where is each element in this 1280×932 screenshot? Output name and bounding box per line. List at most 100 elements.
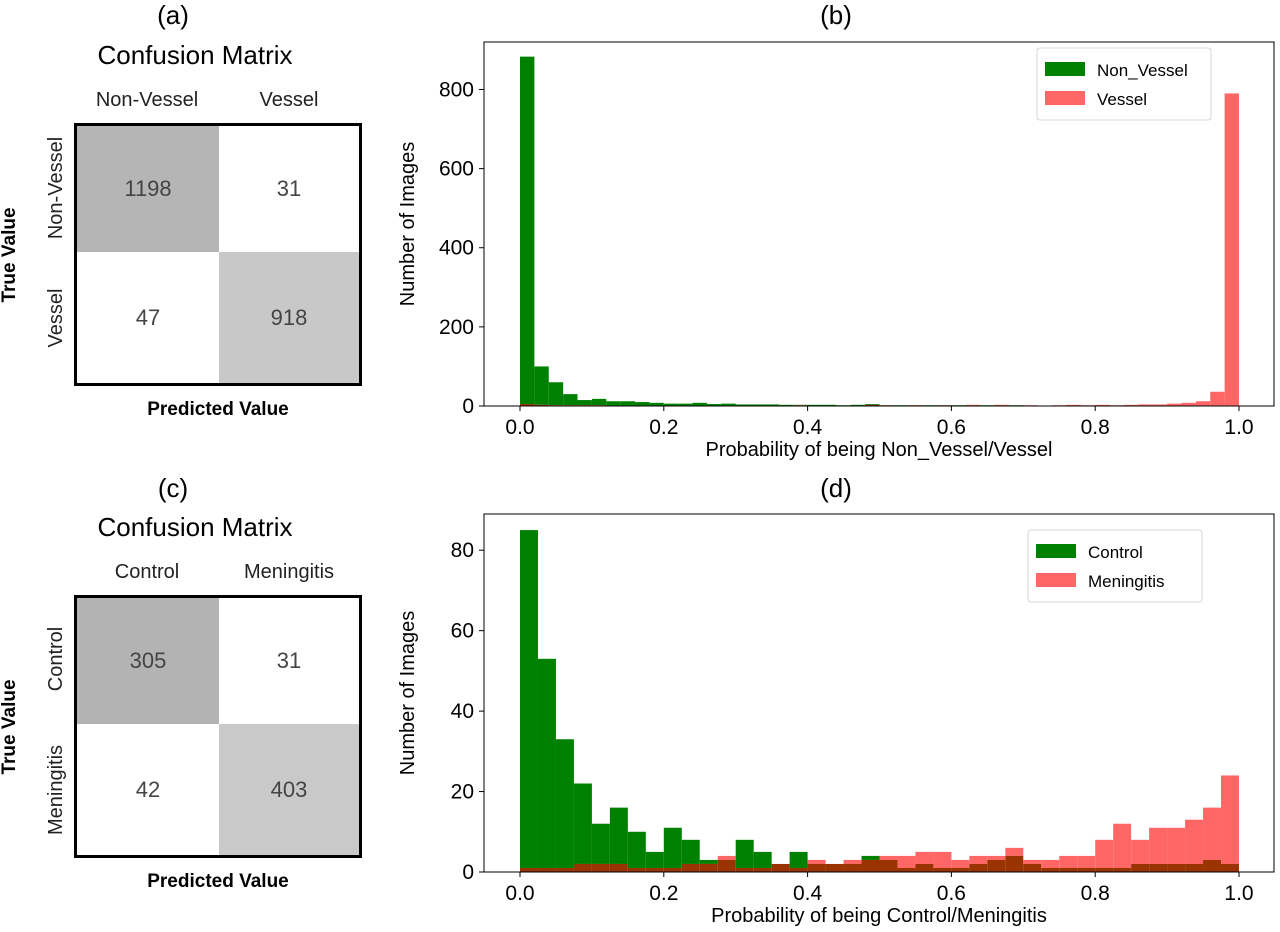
hist-bar (1066, 404, 1081, 406)
x-tick-label: 0.8 (1081, 416, 1110, 439)
hist-bar (620, 401, 636, 406)
hist-bar (645, 851, 664, 868)
hist-bar (717, 855, 736, 860)
hist-bar (807, 859, 826, 864)
panel-label-a: (a) (157, 0, 189, 30)
hist-bar (843, 859, 862, 864)
hist-bar-overlap (1167, 863, 1186, 872)
hist-bar-overlap (987, 859, 1006, 872)
cm-a-cell-tn: 1198 (77, 126, 219, 252)
hist-bar-overlap (861, 859, 880, 872)
hist-bar (1221, 775, 1239, 864)
hist-bar (563, 394, 578, 406)
hist-bar-overlap (843, 863, 862, 872)
hist-bar-overlap (1149, 863, 1168, 872)
hist-bar-overlap (933, 867, 952, 872)
hist-bar (861, 855, 880, 860)
cm-c-cell-tp: 403 (219, 724, 359, 855)
y-tick-label: 200 (439, 316, 474, 339)
hist-bar (865, 404, 880, 405)
hist-bar-overlap (879, 859, 898, 872)
col-header-meningitis: Meningitis (243, 561, 335, 583)
confusion-matrix-title-a: Confusion Matrix (97, 40, 293, 70)
hist-bar-overlap (753, 867, 772, 872)
legend-label: Vessel (1097, 90, 1147, 109)
hist-bar (609, 807, 628, 864)
hist-bar (735, 404, 751, 406)
hist-bar (548, 382, 564, 406)
hist-bar (1023, 859, 1042, 864)
hist-bar (1210, 391, 1225, 406)
hist-bar-overlap (1059, 867, 1078, 872)
hist-bar (969, 855, 988, 864)
hist-bar (753, 851, 772, 868)
hist-bar-overlap (1203, 859, 1222, 872)
y-axis-label: Number of Images (397, 611, 419, 776)
hist-bar (663, 827, 682, 868)
hist-bar-overlap (555, 867, 574, 872)
predicted-value-label-a: Predicted Value (147, 399, 289, 420)
hist-bar-overlap (1005, 855, 1024, 872)
histogram-d: 0.0 0.2 0.4 0.6 0.8 1.0 0 20 40 60 80 Probability o… (397, 513, 1275, 927)
hist-bar-overlap (627, 867, 646, 872)
histogram-b: 0.0 0.2 0.4 0.6 0.8 1.0 0 200 400 600 800 Probabili… (397, 41, 1275, 461)
hist-bar (778, 404, 794, 406)
legend-label: Meningitis (1088, 572, 1165, 591)
hist-bar (735, 839, 754, 868)
hist-bar (721, 403, 736, 406)
hist-bar (1095, 839, 1114, 868)
hist-bar (537, 658, 556, 868)
legend-box (1036, 47, 1212, 121)
hist-bar-overlap (865, 404, 880, 406)
hist-bar-overlap (789, 867, 808, 872)
x-tick-label: 0.0 (505, 882, 534, 905)
hist-bar (1138, 404, 1153, 406)
hist-bar-overlap (1185, 863, 1204, 872)
y-tick-label: 0 (462, 861, 474, 884)
hist-bar (681, 839, 700, 864)
legend-label: Control (1088, 543, 1143, 562)
hist-bar (534, 366, 549, 405)
hist-bar (1195, 401, 1211, 406)
hist-bar (1077, 855, 1096, 868)
hist-bar-overlap (645, 867, 664, 872)
hist-bar (897, 855, 916, 868)
y-tick-label: 60 (451, 620, 474, 643)
hist-bar (1167, 827, 1186, 864)
y-tick-label: 20 (451, 781, 474, 804)
hist-bar (520, 56, 535, 405)
hist-bar (750, 404, 765, 406)
hist-bar-overlap (520, 404, 535, 406)
hist-bar-overlap (735, 867, 754, 872)
hist-bar (678, 403, 693, 406)
hist-bar-overlap (969, 863, 988, 872)
hist-bar (879, 855, 898, 860)
y-tick-label: 800 (439, 78, 474, 101)
hist-bar (1224, 93, 1239, 406)
hist-bar (591, 398, 607, 406)
hist-bar (699, 859, 718, 864)
hist-bar (789, 851, 808, 868)
panel-label-c: (c) (157, 473, 189, 503)
confusion-matrix-title-c: Confusion Matrix (97, 512, 293, 542)
y-tick-label: 400 (439, 237, 474, 260)
hist-bar (933, 851, 952, 868)
hist-bar (1059, 855, 1078, 868)
x-tick-label: 0.4 (793, 416, 823, 439)
col-header-control: Control (114, 561, 180, 583)
y-tick-label: 80 (451, 539, 474, 562)
hist-bar-overlap (1023, 863, 1042, 872)
hist-bar (606, 401, 621, 406)
hist-bar (627, 831, 646, 868)
hist-bar (1131, 839, 1150, 864)
y-tick-label: 0 (462, 395, 474, 418)
legend-label: Non_Vessel (1097, 61, 1188, 80)
hist-bar-overlap (1041, 867, 1060, 872)
hist-bar-overlap (825, 863, 844, 872)
hist-bar-overlap (681, 863, 700, 872)
hist-bar (1152, 404, 1168, 406)
confusion-matrix-c: 305 31 42 403 (74, 595, 362, 858)
hist-bar-overlap (534, 404, 549, 406)
hist-bar-overlap (771, 863, 790, 872)
y-tick-label: 600 (439, 158, 474, 181)
